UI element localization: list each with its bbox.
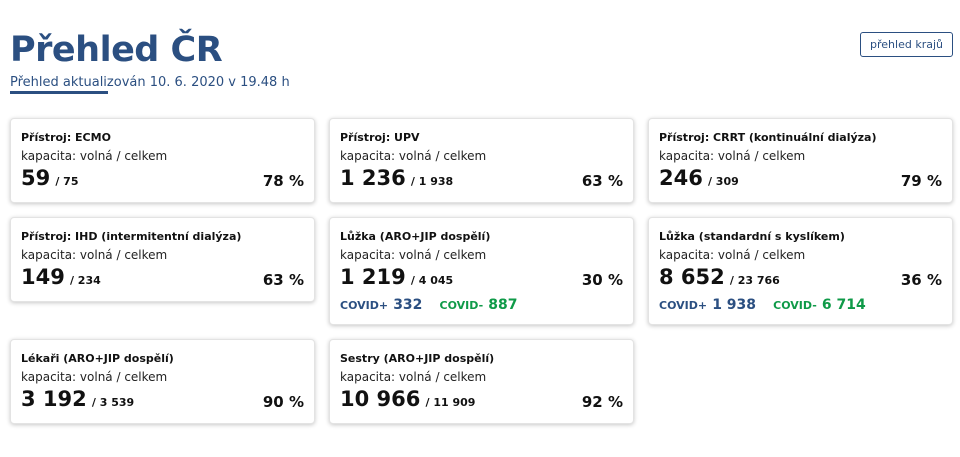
- card-upv: Přístroj: UPV kapacita: volná / celkem 1…: [329, 118, 634, 203]
- total-count: / 23 766: [729, 274, 780, 287]
- card-percentage: 36 %: [900, 271, 942, 289]
- card-value: 1 236 / 1 938: [340, 166, 453, 190]
- covid-positive-value: 332: [393, 297, 423, 313]
- total-count: / 3 539: [91, 396, 135, 409]
- total-count: / 1 938: [410, 175, 454, 188]
- card-doctors: Lékaři (ARO+JIP dospělí) kapacita: volná…: [10, 339, 315, 424]
- card-title: Přístroj: UPV: [340, 131, 420, 144]
- card-subtitle: kapacita: volná / celkem: [659, 248, 806, 262]
- card-value: 8 652 / 23 766: [659, 265, 780, 289]
- card-title: Lékaři (ARO+JIP dospělí): [21, 352, 174, 365]
- free-count: 1 219: [340, 265, 406, 289]
- covid-negative-label: COVID-: [773, 299, 817, 312]
- free-count: 1 236: [340, 166, 406, 190]
- card-nurses: Sestry (ARO+JIP dospělí) kapacita: volná…: [329, 339, 634, 424]
- card-subtitle: kapacita: volná / celkem: [659, 149, 806, 163]
- covid-positive-label: COVID+: [659, 299, 708, 312]
- card-beds-aro-jip: Lůžka (ARO+JIP dospělí) kapacita: volná …: [329, 217, 634, 325]
- covid-negative-value: 887: [488, 297, 518, 313]
- total-count: / 234: [69, 274, 101, 287]
- card-percentage: 63 %: [581, 172, 623, 190]
- page-title: Přehled ČR: [10, 30, 223, 70]
- card-beds-oxygen: Lůžka (standardní s kyslíkem) kapacita: …: [648, 217, 953, 325]
- card-value: 59 / 75: [21, 166, 78, 190]
- card-title: Sestry (ARO+JIP dospělí): [340, 352, 495, 365]
- card-percentage: 90 %: [262, 393, 304, 411]
- regions-overview-button[interactable]: přehled krajů: [860, 32, 953, 57]
- free-count: 246: [659, 166, 703, 190]
- update-timestamp: Přehled aktualizován 10. 6. 2020 v 19.48…: [10, 75, 290, 90]
- card-subtitle: kapacita: volná / celkem: [340, 248, 487, 262]
- free-count: 3 192: [21, 387, 87, 411]
- card-title: Přístroj: CRRT (kontinuální dialýza): [659, 131, 877, 144]
- free-count: 10 966: [340, 387, 421, 411]
- card-subtitle: kapacita: volná / celkem: [340, 149, 487, 163]
- card-percentage: 78 %: [262, 172, 304, 190]
- total-count: / 309: [707, 175, 739, 188]
- card-title: Přístroj: IHD (intermitentní dialýza): [21, 230, 242, 243]
- card-percentage: 92 %: [581, 393, 623, 411]
- free-count: 8 652: [659, 265, 725, 289]
- covid-breakdown: COVID+ 1 938 COVID- 6 714: [659, 294, 866, 313]
- card-ecmo: Přístroj: ECMO kapacita: volná / celkem …: [10, 118, 315, 203]
- card-subtitle: kapacita: volná / celkem: [340, 370, 487, 384]
- card-title: Přístroj: ECMO: [21, 131, 111, 144]
- subtitle-underline: [10, 91, 108, 94]
- covid-positive-label: COVID+: [340, 299, 389, 312]
- covid-breakdown: COVID+ 332 COVID- 887: [340, 294, 517, 313]
- card-value: 3 192 / 3 539: [21, 387, 134, 411]
- total-count: / 75: [55, 175, 79, 188]
- total-count: / 4 045: [410, 274, 454, 287]
- card-crrt: Přístroj: CRRT (kontinuální dialýza) kap…: [648, 118, 953, 203]
- card-value: 10 966 / 11 909: [340, 387, 475, 411]
- free-count: 149: [21, 265, 65, 289]
- card-subtitle: kapacita: volná / celkem: [21, 149, 168, 163]
- card-percentage: 79 %: [900, 172, 942, 190]
- covid-negative-label: COVID-: [439, 299, 484, 312]
- total-count: / 11 909: [425, 396, 476, 409]
- card-value: 149 / 234: [21, 265, 101, 289]
- card-title: Lůžka (standardní s kyslíkem): [659, 230, 845, 243]
- card-subtitle: kapacita: volná / celkem: [21, 248, 168, 262]
- card-percentage: 30 %: [581, 271, 623, 289]
- card-value: 246 / 309: [659, 166, 739, 190]
- free-count: 59: [21, 166, 51, 190]
- card-subtitle: kapacita: volná / celkem: [21, 370, 168, 384]
- card-ihd: Přístroj: IHD (intermitentní dialýza) ka…: [10, 217, 315, 302]
- card-value: 1 219 / 4 045: [340, 265, 453, 289]
- card-title: Lůžka (ARO+JIP dospělí): [340, 230, 491, 243]
- card-percentage: 63 %: [262, 271, 304, 289]
- covid-negative-value: 6 714: [821, 297, 866, 313]
- covid-positive-value: 1 938: [712, 297, 757, 313]
